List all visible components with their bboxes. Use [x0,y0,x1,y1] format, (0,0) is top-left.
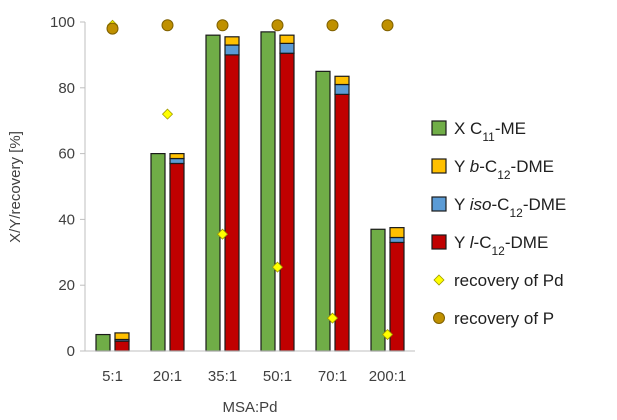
bar-x-c11-me [315,70,331,352]
x-tick-label: 5:1 [102,368,123,385]
bar-y-iso-c12-dme [279,42,295,54]
legend-swatch-X [431,120,447,136]
x-tick-label: 50:1 [263,368,292,385]
y-axis-title: X/Y/recovery [%] [7,131,24,243]
bar-x-c11-me [370,228,386,352]
legend-label-b: Y b-C12-DME [454,157,554,182]
marker-recovery-p [271,19,284,32]
markers-layer [106,19,394,341]
y-tick-label: 20 [58,277,75,294]
bar-y-b-c12-dme [389,227,405,239]
bar-y-iso-c12-dme [224,44,240,56]
legend-swatch-iso [431,196,447,212]
bar-y-b-c12-dme [224,36,240,46]
y-tick-label: 60 [58,146,75,163]
marker-recovery-p [216,19,229,32]
y-tick-label: 80 [58,80,75,97]
bar-x-c11-me [205,34,221,352]
bar-x-c11-me [150,153,166,352]
bar-y-b-c12-dme [114,332,130,341]
bar-y-iso-c12-dme [169,157,185,165]
x-tick-label: 70:1 [318,368,347,385]
axes-layer [80,21,415,352]
bar-y-b-c12-dme [334,75,350,86]
bar-y-iso-c12-dme [389,236,405,244]
ticks-layer: 0 20 40 60 80 100 5:1 20:1 35:1 50:1 70:1 200:1 [50,14,406,385]
y-tick-label: 0 [67,343,75,360]
marker-recovery-p [161,19,174,32]
legend-label-l: Y l-C12-DME [454,233,548,258]
bar-y-b-c12-dme [169,153,185,160]
bar-y-l-c12-dme [334,93,350,352]
marker-recovery-pd [326,312,339,324]
y-tick-label: 100 [50,14,75,31]
marker-recovery-pd [381,328,394,341]
x-tick-label: 20:1 [153,368,182,385]
bars-layer [95,31,405,352]
legend-label-P: recovery of P [454,309,554,328]
bar-x-c11-me [95,333,111,352]
marker-recovery-p [106,22,119,35]
legend: X C11-ME Y b-C12-DME Y iso-C12-DME Y l-C12-… [431,119,566,328]
legend-swatch-l [431,234,447,250]
x-tick-label: 35:1 [208,368,237,385]
marker-recovery-pd [271,261,284,273]
x-axis-title: MSA:Pd [222,399,277,416]
bar-y-l-c12-dme [279,52,295,352]
bar-y-l-c12-dme [114,340,130,352]
legend-swatch-b [431,158,447,174]
marker-recovery-pd [216,228,229,240]
x-tick-label: 200:1 [369,368,407,385]
marker-recovery-pd [161,108,174,120]
y-tick-label: 40 [58,211,75,228]
bar-y-l-c12-dme [224,54,240,352]
legend-label-iso: Y iso-C12-DME [454,195,566,220]
legend-label-X: X C11-ME [454,119,526,144]
bar-y-iso-c12-dme [334,83,350,95]
bar-y-l-c12-dme [169,162,185,352]
marker-recovery-p [326,19,339,32]
legend-swatch-P [433,312,445,324]
bar-y-b-c12-dme [279,34,295,44]
legend-swatch-Pd [433,274,445,286]
bar-x-c11-me [260,31,276,352]
legend-label-Pd: recovery of Pd [454,271,564,290]
marker-recovery-p [381,19,394,32]
